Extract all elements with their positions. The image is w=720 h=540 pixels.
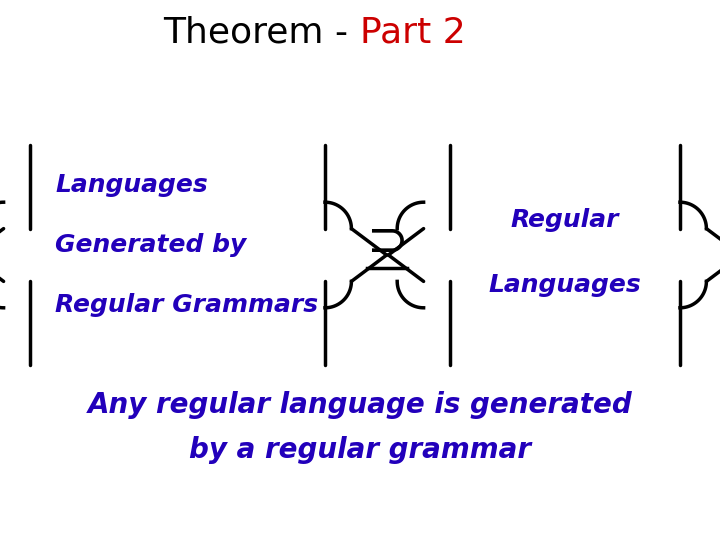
Text: Regular Grammars: Regular Grammars (55, 293, 318, 317)
Text: Part 2: Part 2 (360, 16, 466, 49)
Text: ⊃: ⊃ (366, 218, 408, 266)
Text: Regular: Regular (510, 208, 619, 232)
Text: Generated by: Generated by (55, 233, 246, 257)
Text: Languages: Languages (489, 273, 642, 297)
Text: Any regular language is generated: Any regular language is generated (88, 391, 632, 419)
Text: by a regular grammar: by a regular grammar (189, 436, 531, 464)
Text: Theorem -: Theorem - (163, 16, 360, 49)
Text: Languages: Languages (55, 173, 208, 197)
